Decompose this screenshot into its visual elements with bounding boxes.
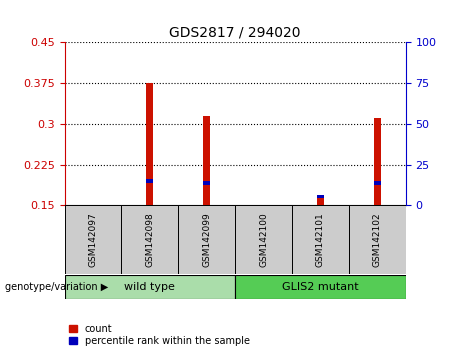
Text: genotype/variation ▶: genotype/variation ▶ [5, 282, 108, 292]
Text: GLIS2 mutant: GLIS2 mutant [282, 282, 359, 292]
Bar [317, 195, 324, 198]
Text: GSM142097: GSM142097 [89, 212, 97, 267]
Bar [349, 205, 406, 274]
Text: GSM142099: GSM142099 [202, 212, 211, 267]
Bar [374, 119, 381, 205]
Bar [374, 182, 381, 185]
Bar [65, 275, 235, 299]
Text: GSM142101: GSM142101 [316, 212, 325, 267]
Bar [121, 205, 178, 274]
Bar [65, 205, 121, 274]
Bar [235, 205, 292, 274]
Bar [203, 116, 210, 205]
Bar [317, 196, 324, 205]
Bar [178, 205, 235, 274]
Text: GSM142100: GSM142100 [259, 212, 268, 267]
Legend: count, percentile rank within the sample: count, percentile rank within the sample [70, 324, 250, 346]
Text: GSM142098: GSM142098 [145, 212, 154, 267]
Bar [203, 182, 210, 185]
Title: GDS2817 / 294020: GDS2817 / 294020 [169, 26, 301, 40]
Bar [147, 179, 153, 183]
Text: GSM142102: GSM142102 [373, 212, 382, 267]
Bar [235, 275, 406, 299]
Bar [292, 205, 349, 274]
Bar [147, 83, 153, 205]
Text: wild type: wild type [124, 282, 175, 292]
